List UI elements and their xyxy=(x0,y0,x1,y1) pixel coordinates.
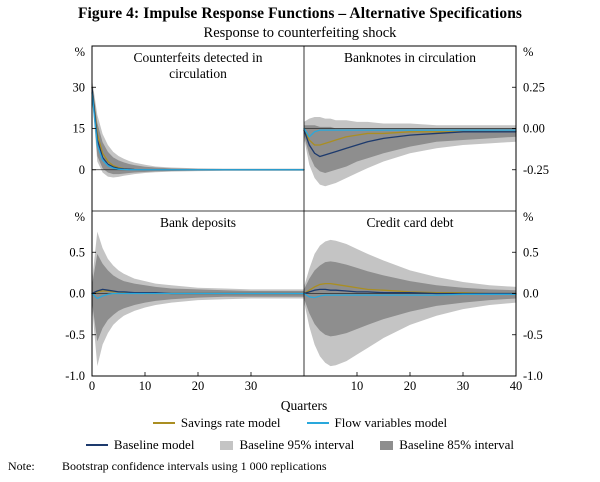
svg-text:-1.0: -1.0 xyxy=(65,369,85,383)
note-label: Note: xyxy=(8,459,35,473)
interval-95-swatch xyxy=(220,440,234,450)
svg-text:%: % xyxy=(523,210,533,224)
svg-text:0.00: 0.00 xyxy=(523,122,545,136)
figure-title: Figure 4: Impulse Response Functions – A… xyxy=(77,5,523,22)
figure-subtitle: Response to counterfeiting shock xyxy=(203,25,397,41)
figure-note: Note: Bootstrap confidence intervals usin… xyxy=(8,459,592,474)
svg-text:30: 30 xyxy=(73,80,86,94)
legend-item-flow-variables-model: Flow variables model xyxy=(306,415,448,431)
note-text: Bootstrap confidence intervals using 1 0… xyxy=(62,459,327,473)
interval-85-swatch xyxy=(380,440,394,450)
svg-text:%: % xyxy=(75,45,85,59)
svg-text:20: 20 xyxy=(192,379,205,393)
svg-text:-0.5: -0.5 xyxy=(65,328,85,342)
x-axis-label: Quarters xyxy=(280,398,328,413)
legend-label: Baseline 95% interval xyxy=(239,437,355,452)
legend-item-baseline-model: Baseline model xyxy=(85,437,195,453)
svg-text:0.5: 0.5 xyxy=(523,245,539,259)
panel-title-bank-deposits: Bank deposits xyxy=(159,215,237,230)
baseline-line-swatch xyxy=(85,444,108,446)
legend-label: Baseline model xyxy=(113,437,195,452)
svg-text:40: 40 xyxy=(510,379,523,393)
panel-title-counterfeits-detected: Counterfeits detected in circulation xyxy=(133,50,263,81)
panel-title-banknotes-in-circulation: Banknotes in circulation xyxy=(344,50,476,65)
svg-text:30: 30 xyxy=(457,379,470,393)
svg-text:-0.5: -0.5 xyxy=(523,328,543,342)
svg-text:0: 0 xyxy=(89,379,95,393)
legend-row-1: Savings rate model Flow variables model xyxy=(0,415,600,431)
svg-text:0.5: 0.5 xyxy=(69,245,85,259)
legend-label: Flow variables model xyxy=(334,415,448,430)
svg-text:15: 15 xyxy=(73,122,86,136)
legend-item-baseline-85-interval: Baseline 85% interval xyxy=(380,437,514,453)
svg-text:0: 0 xyxy=(79,163,85,177)
svg-text:0.0: 0.0 xyxy=(523,287,539,301)
legend-item-savings-rate-model: Savings rate model xyxy=(152,415,281,431)
svg-text:%: % xyxy=(75,210,85,224)
legend-item-baseline-95-interval: Baseline 95% interval xyxy=(220,437,354,453)
svg-text:20: 20 xyxy=(404,379,417,393)
irf-chart: 30 15 0% 0.25 0.00 -0.25% 0.5 0.0 -0.5 -1.0% 0 10 20… xyxy=(65,45,549,393)
legend-label: Baseline 85% interval xyxy=(399,437,515,452)
svg-text:30: 30 xyxy=(245,379,258,393)
svg-text:0.0: 0.0 xyxy=(69,287,85,301)
svg-text:10: 10 xyxy=(139,379,152,393)
legend-row-2: Baseline model Baseline 95% interval Bas… xyxy=(0,437,600,453)
svg-text:-1.0: -1.0 xyxy=(523,369,543,383)
svg-text:10: 10 xyxy=(351,379,364,393)
legend-label: Savings rate model xyxy=(180,415,281,430)
panel-title-credit-card-debt: Credit card debt xyxy=(366,215,454,230)
savings-rate-line-swatch xyxy=(152,422,175,424)
svg-text:0.25: 0.25 xyxy=(523,80,545,94)
svg-text:%: % xyxy=(523,45,533,59)
flow-variables-line-swatch xyxy=(306,422,329,424)
svg-text:-0.25: -0.25 xyxy=(523,163,549,177)
